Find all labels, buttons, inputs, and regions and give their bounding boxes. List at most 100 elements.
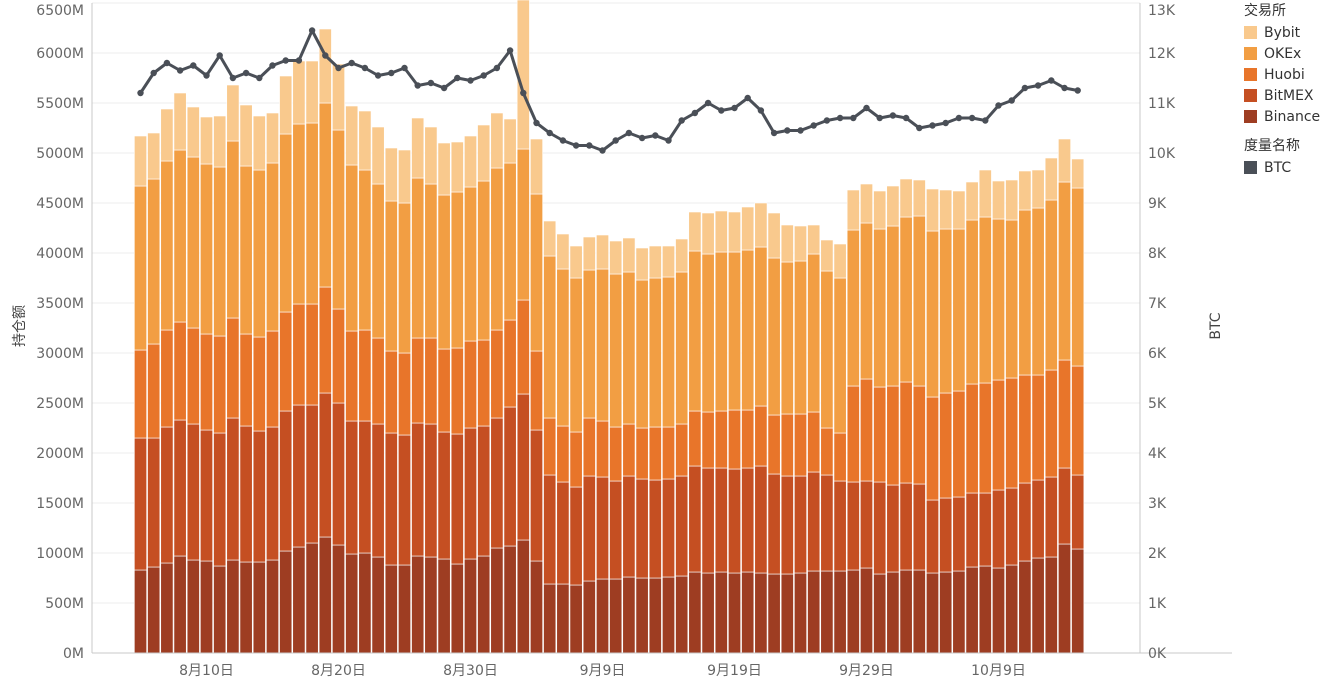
bar-segment-bitmex [1071,474,1085,550]
btc-point [427,79,435,87]
bar-segment-bybit [530,138,543,195]
bar-segment-bitmex [530,429,543,562]
bar-segment-huobi [582,417,596,477]
right-axis-title: BTC [1208,312,1224,339]
btc-point [823,117,831,124]
btc-point [942,119,949,127]
legend-item-huobi[interactable]: Huobi [1244,64,1320,85]
bar-segment-huobi [662,426,675,480]
bar-segment-okex [886,225,900,387]
bar-segment-bitmex [1018,482,1032,562]
bar-segment-huobi [160,329,174,428]
bar-segment-bitmex [833,480,847,572]
bar-segment-huobi [424,337,438,425]
bar-segment-binance [186,559,200,654]
bar-segment-okex [464,186,477,342]
bar-segment-okex [134,185,147,351]
legend-item-btc[interactable]: BTC [1244,157,1320,178]
bar-segment-okex [899,216,913,383]
bar-segment-binance [556,583,570,654]
bar-segment-okex [1071,187,1085,367]
bar-segment-okex [714,251,728,412]
right-y-tick-label: 13K [1148,3,1176,19]
bar-segment-binance [728,572,741,654]
bar-segment-binance [714,571,728,654]
legend-item-okex[interactable]: OKEx [1244,43,1320,64]
bar-segment-bybit [596,234,609,270]
bar-segment-binance [794,572,807,654]
x-tick-label: 9月19日 [707,663,762,679]
bar-segment-huobi [450,347,464,435]
bar-segment-bybit [899,178,913,218]
right-y-tick-label: 9K [1148,196,1167,212]
bar-segment-binance [160,562,174,654]
btc-point [216,52,223,59]
bar-segment-bitmex [728,468,741,574]
bar-segment-bybit [609,240,623,275]
bar-segment-binance [596,578,609,654]
bar-segment-huobi [503,319,517,408]
bar-segment-huobi [926,396,939,501]
bar-segment-bitmex [252,430,266,563]
bar-segment-huobi [609,426,623,482]
bar-segment-binance [1044,556,1058,654]
bar-segment-bybit [411,117,425,179]
bar-segment-bybit [807,224,821,255]
bar-segment-okex [873,228,887,388]
bar-segment-huobi [530,350,543,431]
bar-segment-binance [134,569,147,654]
bar-segment-okex [952,228,966,392]
bar-segment-binance [371,556,385,654]
left-axis-title: 持仓额 [12,305,28,347]
bar-segment-binance [239,561,253,654]
legend-measure-list: BTC [1244,157,1320,178]
legend-label: BTC [1264,159,1292,176]
bar-segment-bitmex [714,467,728,573]
bar-segment-huobi [252,336,266,432]
right-y-tick-label: 7K [1148,296,1167,312]
bar-segment-bybit [213,115,227,168]
btc-point [374,72,382,79]
bar-segment-huobi [899,381,913,484]
bar-segment-huobi [886,385,900,486]
left-y-tick-label: 4500M [36,196,84,212]
bar-segment-okex [767,257,781,416]
bar-segment-binance [503,545,517,654]
bar-segment-bitmex [846,481,860,571]
legend-item-binance[interactable]: Binance [1244,106,1320,127]
bar-segment-bybit [754,202,768,248]
x-tick-label: 8月10日 [179,663,234,679]
bar-segment-okex [926,230,939,398]
btc-point [493,64,501,72]
right-y-tick-label: 6K [1148,346,1167,362]
left-y-tick-label: 0M [63,646,84,662]
bar-segment-huobi [384,350,398,434]
legend-swatch [1244,89,1257,102]
left-y-tick-label: 2500M [36,396,84,412]
bar-segment-binance [780,573,794,654]
legend-item-bybit[interactable]: Bybit [1244,22,1320,43]
right-y-tick-label: 11K [1148,96,1176,112]
bar-segment-okex [160,160,174,331]
legend-item-bitmex[interactable]: BitMEX [1244,85,1320,106]
bar-segment-binance [332,544,345,654]
bar-segment-binance [200,560,213,654]
bar-segment-bybit [490,112,504,169]
bar-segment-bybit [728,211,741,253]
bar-segment-okex [318,102,332,288]
btc-point [282,57,289,64]
btc-point [295,57,303,64]
btc-point [361,64,369,72]
bar-segment-binance [1058,543,1071,654]
bar-segment-binance [1018,560,1032,654]
bar-segment-huobi [635,427,649,480]
bar-segment-okex [833,277,847,434]
bar-segment-okex [622,271,636,425]
bar-segment-bitmex [688,465,702,573]
bar-segment-bitmex [648,479,662,579]
bar-segment-bitmex [371,423,385,558]
bar-segment-huobi [992,379,1005,491]
left-y-tick-label: 3500M [36,296,84,312]
left-y-tick-label: 1000M [36,546,84,562]
bar-segment-binance [846,569,860,654]
